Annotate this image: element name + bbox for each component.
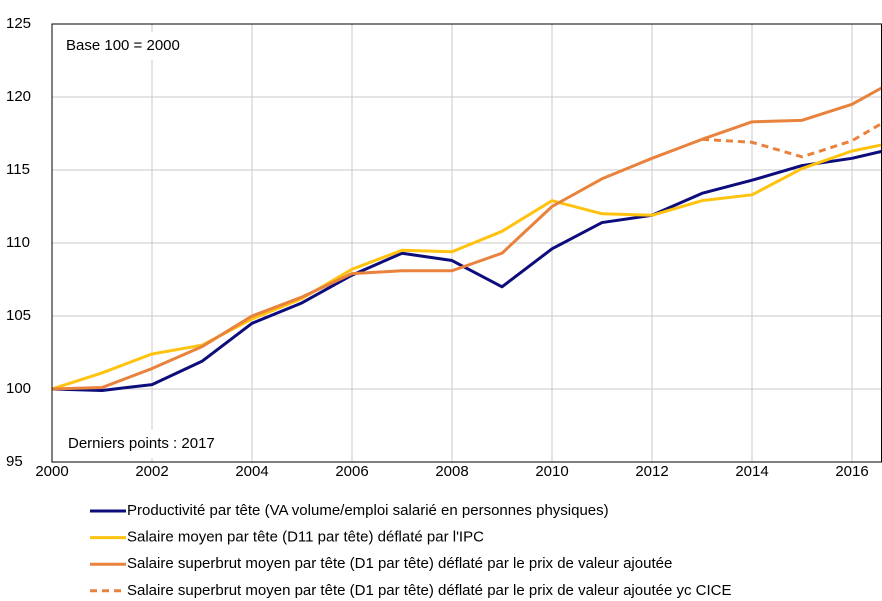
y-tick-label: 95	[6, 453, 23, 470]
annotation-bg	[60, 32, 210, 60]
annotation: Base 100 = 2000	[66, 37, 180, 54]
series-line	[52, 149, 882, 392]
y-tick-label: 120	[6, 88, 31, 105]
y-tick-label: 105	[6, 307, 31, 324]
x-tick-label: 2012	[635, 463, 668, 480]
legend-label: Salaire superbrut moyen par tête (D1 par…	[127, 582, 731, 599]
x-tick-label: 2010	[535, 463, 568, 480]
x-tick-label: 2006	[335, 463, 368, 480]
lines	[52, 85, 882, 392]
legend-label: Salaire superbrut moyen par tête (D1 par…	[127, 555, 672, 572]
y-tick-label: 125	[6, 15, 31, 32]
x-tick-label: 2000	[35, 463, 68, 480]
x-tick-label: 2016	[835, 463, 868, 480]
series-line	[52, 85, 882, 391]
legend-label: Productivité par tête (VA volume/emploi …	[127, 502, 609, 519]
y-tick-label: 115	[6, 161, 30, 178]
legend-label: Salaire moyen par tête (D11 par tête) dé…	[127, 529, 484, 546]
x-tick-label: 2004	[235, 463, 268, 480]
annotation: Derniers points : 2017	[68, 435, 215, 452]
y-tick-label: 110	[6, 234, 30, 251]
x-tick-label: 2008	[435, 463, 468, 480]
annotation-bg	[60, 430, 250, 458]
x-tick-label: 2014	[735, 463, 768, 480]
series-line	[701, 121, 882, 159]
series-line	[52, 143, 882, 391]
grid	[51, 23, 882, 463]
y-tick-label: 100	[6, 380, 31, 397]
x-tick-label: 2002	[135, 463, 168, 480]
legend: Productivité par tête (VA volume/emploi …	[90, 502, 731, 599]
